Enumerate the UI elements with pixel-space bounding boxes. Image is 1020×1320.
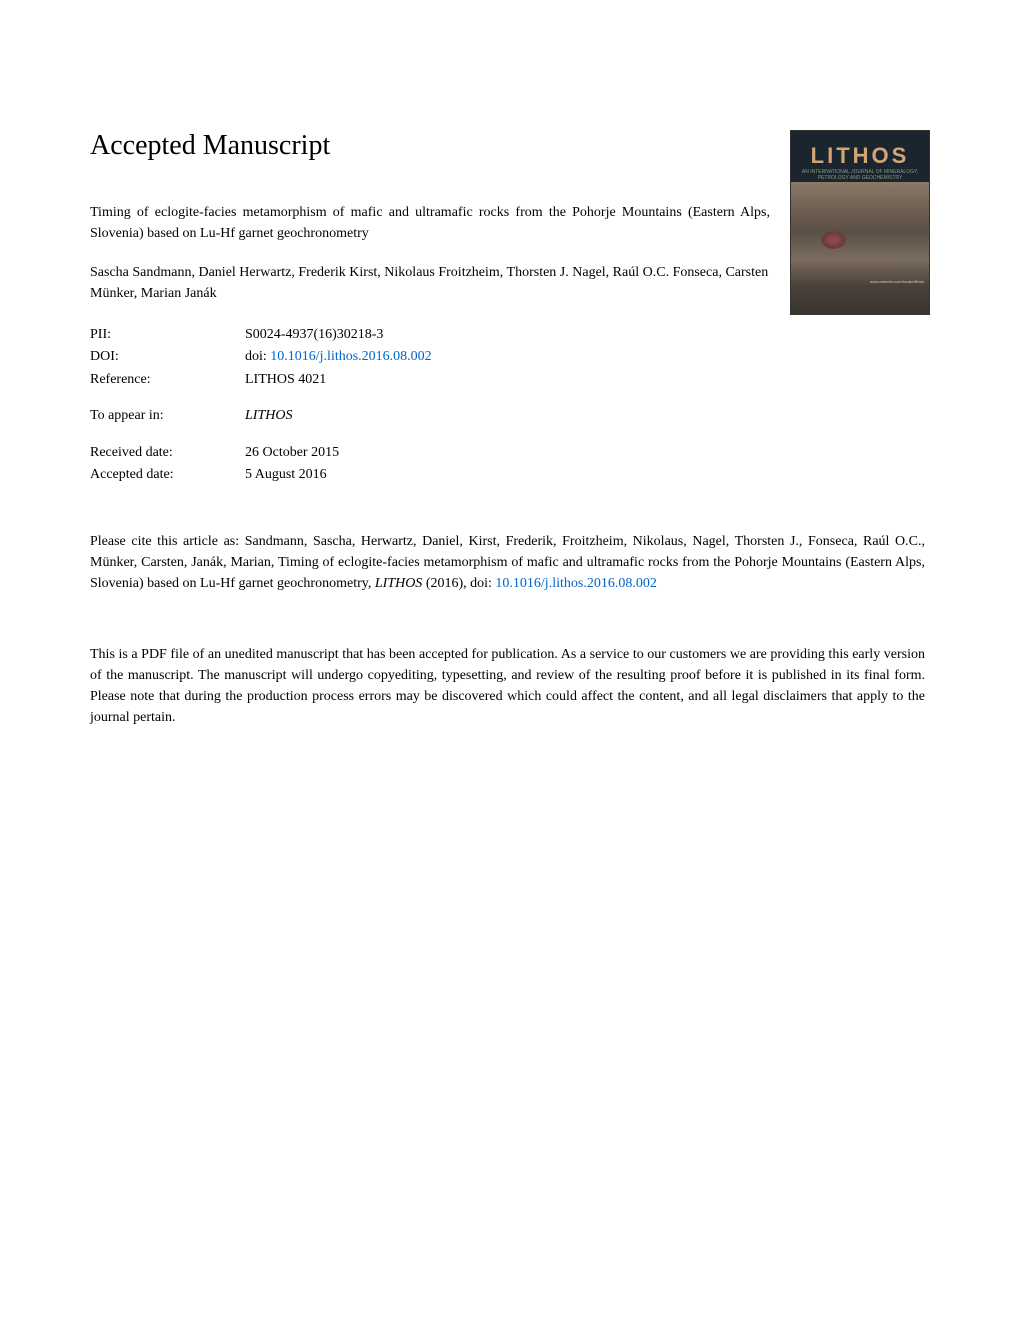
metadata-row-accepted: Accepted date: 5 August 2016	[90, 464, 770, 486]
doi-value: doi: 10.1016/j.lithos.2016.08.002	[245, 346, 770, 368]
appear-value: LITHOS	[245, 405, 770, 427]
citation-year: (2016), doi:	[422, 576, 495, 591]
received-value: 26 October 2015	[245, 442, 770, 464]
metadata-row-doi: DOI: doi: 10.1016/j.lithos.2016.08.002	[90, 346, 770, 368]
metadata-row-reference: Reference: LITHOS 4021	[90, 369, 770, 391]
journal-cover-rock-detail	[821, 231, 846, 249]
article-authors: Sascha Sandmann, Daniel Herwartz, Freder…	[90, 262, 770, 304]
appear-label: To appear in:	[90, 405, 245, 427]
citation-doi-link[interactable]: 10.1016/j.lithos.2016.08.002	[495, 576, 656, 591]
accepted-value: 5 August 2016	[245, 464, 770, 486]
metadata-table: PII: S0024-4937(16)30218-3 DOI: doi: 10.…	[90, 324, 770, 486]
journal-cover-subtitle: AN INTERNATIONAL JOURNAL OF MINERALOGY, …	[791, 169, 929, 181]
disclaimer-text: This is a PDF file of an unedited manusc…	[90, 644, 925, 728]
pii-value: S0024-4937(16)30218-3	[245, 324, 770, 346]
article-title: Timing of eclogite-facies metamorphism o…	[90, 202, 770, 244]
journal-cover-url: www.elsevier.com/locate/lithos	[870, 279, 924, 284]
article-info-block: Timing of eclogite-facies metamorphism o…	[90, 202, 770, 486]
doi-label: DOI:	[90, 346, 245, 368]
journal-cover-image: LITHOS AN INTERNATIONAL JOURNAL OF MINER…	[790, 130, 930, 315]
citation-text: Please cite this article as: Sandmann, S…	[90, 531, 925, 594]
citation-journal: LITHOS	[375, 576, 422, 591]
reference-label: Reference:	[90, 369, 245, 391]
header-section: Accepted Manuscript LITHOS AN INTERNATIO…	[90, 130, 930, 486]
journal-cover-title: LITHOS	[791, 143, 929, 169]
metadata-row-appear: To appear in: LITHOS	[90, 405, 770, 427]
doi-prefix: doi:	[245, 349, 270, 364]
metadata-row-pii: PII: S0024-4937(16)30218-3	[90, 324, 770, 346]
metadata-row-received: Received date: 26 October 2015	[90, 442, 770, 464]
received-label: Received date:	[90, 442, 245, 464]
pii-label: PII:	[90, 324, 245, 346]
doi-link[interactable]: 10.1016/j.lithos.2016.08.002	[270, 349, 431, 364]
reference-value: LITHOS 4021	[245, 369, 770, 391]
accepted-label: Accepted date:	[90, 464, 245, 486]
